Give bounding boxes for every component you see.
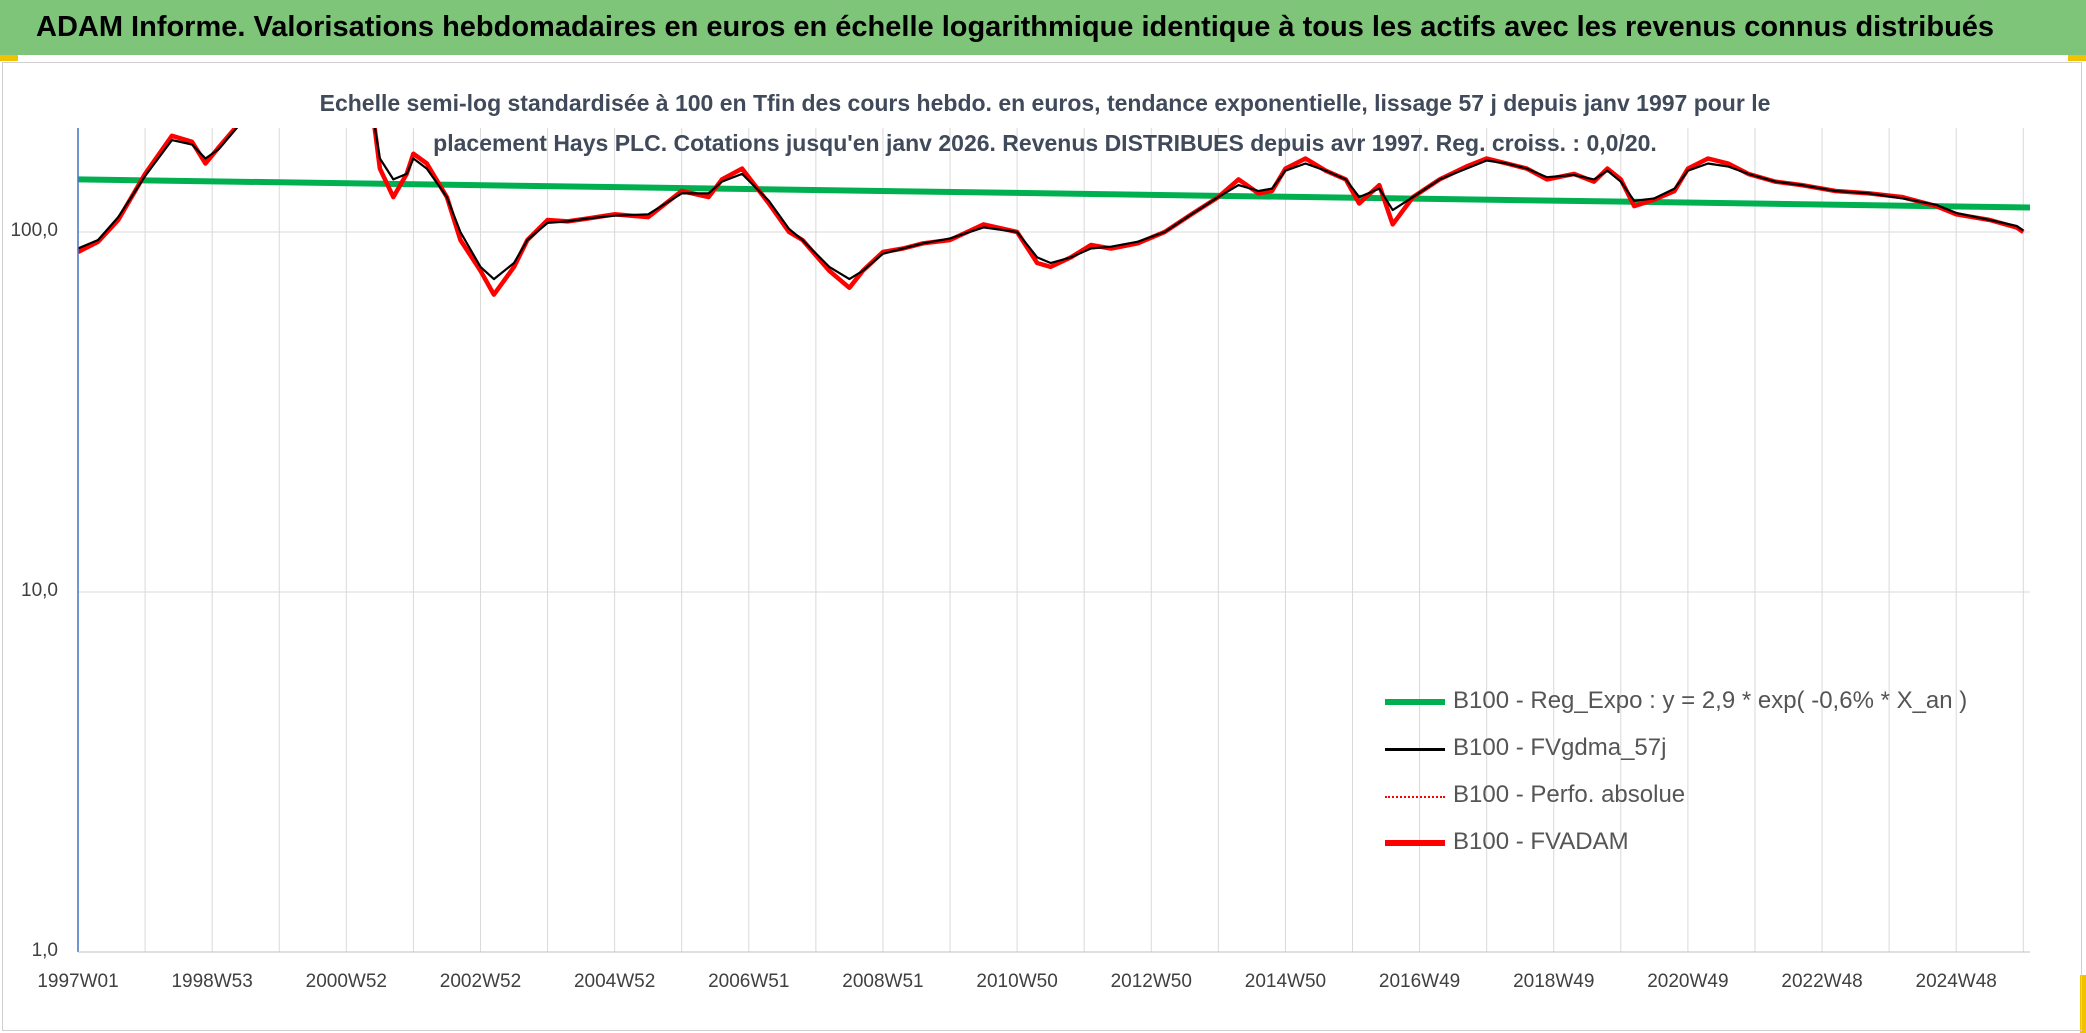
x-tick-label: 2002W52 [439,971,522,992]
report-banner-title: ADAM Informe. Valorisations hebdomadaire… [0,0,2086,55]
x-tick-label: 2000W52 [305,971,387,992]
x-tick-label: 2022W48 [1781,971,1863,992]
legend-label: B100 - FVADAM [1453,828,1629,855]
y-tick-label: 1,0 [31,940,58,961]
legend-swatch-red [1385,840,1445,846]
corner-accent-top-right [2068,55,2086,61]
chart-subtitle-line1: Echelle semi-log standardisée à 100 en T… [319,90,1771,116]
legend-label: B100 - Reg_Expo : y = 2,9 * exp( -0,6% *… [1453,687,1968,714]
chart-frame [2,62,2082,1031]
y-tick-label: 10,0 [21,580,58,601]
legend-swatch-red-dotted [1385,796,1445,798]
x-tick-label: 2014W50 [1244,971,1327,992]
x-tick-label: 2016W49 [1378,971,1461,992]
series-fvgdma [78,128,2024,281]
series-layer [78,128,2030,297]
x-tick-label: 2012W50 [1110,971,1192,992]
x-tick-label: 1997W01 [37,971,119,992]
series-reg-expo [78,176,2030,211]
x-tick-label: 1998W53 [171,971,253,992]
x-tick-label: 2008W51 [842,971,924,992]
corner-accent-bottom-right [2080,975,2086,1033]
legend-swatch-green [1385,699,1445,705]
legend-swatch-black [1385,748,1445,751]
legend-label: B100 - FVgdma_57j [1453,734,1667,761]
x-tick-label: 2006W51 [708,971,790,992]
x-tick-label: 2018W49 [1513,971,1595,992]
legend-label: B100 - Perfo. absolue [1453,781,1686,808]
x-tick-label: 2020W49 [1647,971,1729,992]
x-tick-label: 2004W52 [573,971,656,992]
x-tick-label: 2024W48 [1915,971,1997,992]
grid-layer [77,128,2030,953]
x-tick-label: 2010W50 [976,971,1058,992]
chart-subtitle-line2: placement Hays PLC. Cotations jusqu'en j… [433,130,1657,156]
corner-accent-top-left [0,55,18,61]
y-tick-label: 100,0 [10,220,58,241]
